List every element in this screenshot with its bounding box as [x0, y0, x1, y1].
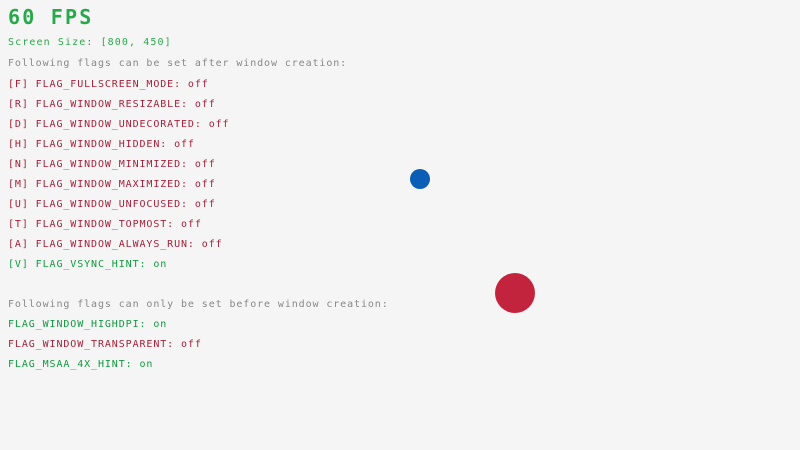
before-creation-section-header: Following flags can only be set before w… [8, 299, 389, 310]
flag-row: FLAG_WINDOW_TRANSPARENT: off [8, 339, 202, 350]
blue-circle [410, 169, 430, 189]
flag-row: FLAG_MSAA_4X_HINT: on [8, 359, 154, 370]
screen-size-label: Screen Size: [800, 450] [8, 37, 172, 48]
flag-row: [R] FLAG_WINDOW_RESIZABLE: off [8, 99, 216, 110]
flag-row: [A] FLAG_WINDOW_ALWAYS_RUN: off [8, 239, 223, 250]
flag-row: [T] FLAG_WINDOW_TOPMOST: off [8, 219, 202, 230]
flag-row: [U] FLAG_WINDOW_UNFOCUSED: off [8, 199, 216, 210]
flag-row: [M] FLAG_WINDOW_MAXIMIZED: off [8, 179, 216, 190]
flag-row: [F] FLAG_FULLSCREEN_MODE: off [8, 79, 209, 90]
flag-row: [N] FLAG_WINDOW_MINIMIZED: off [8, 159, 216, 170]
flag-row: [H] FLAG_WINDOW_HIDDEN: off [8, 139, 195, 150]
flag-row: [D] FLAG_WINDOW_UNDECORATED: off [8, 119, 230, 130]
flag-row: [V] FLAG_VSYNC_HINT: on [8, 259, 168, 270]
red-circle [495, 273, 535, 313]
flag-row: FLAG_WINDOW_HIGHDPI: on [8, 319, 168, 330]
fps-counter: 60 FPS [8, 5, 94, 29]
after-creation-section-header: Following flags can be set after window … [8, 58, 348, 69]
